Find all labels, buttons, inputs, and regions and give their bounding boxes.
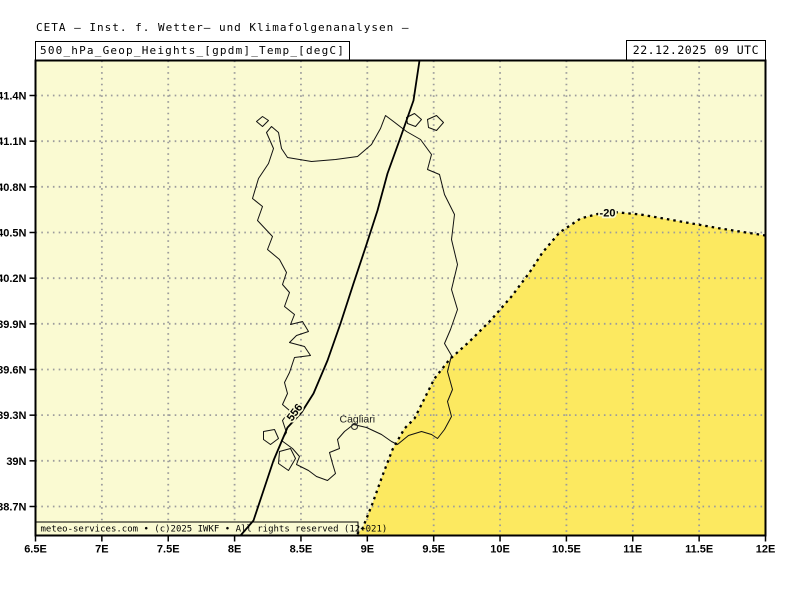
y-axis-tick-label: 40.8N bbox=[0, 182, 27, 194]
y-axis-tick-label: 39N bbox=[6, 456, 26, 468]
y-axis-tick-label: 41.1N bbox=[0, 136, 27, 148]
y-axis-tick-label: 38.7N bbox=[0, 501, 27, 513]
x-axis-tick-label: 11.5E bbox=[685, 544, 713, 556]
x-axis-tick-label: 12E bbox=[756, 544, 776, 556]
x-axis-tick-label: 9.5E bbox=[422, 544, 445, 556]
city-label-cagliari: Cagliari bbox=[340, 414, 376, 426]
y-axis-tick-label: 40.5N bbox=[0, 227, 27, 239]
x-axis-tick-label: 10.5E bbox=[552, 544, 581, 556]
x-axis-tick-label: 7E bbox=[95, 544, 108, 556]
x-axis-tick-label: 7.5E bbox=[157, 544, 180, 556]
credit-box: meteo-services.com • (c)2025 IWKF • All … bbox=[35, 521, 388, 536]
x-axis-tick-label: 6.5E bbox=[24, 544, 47, 556]
coastline bbox=[406, 113, 422, 127]
map-frame bbox=[34, 59, 767, 537]
coastline bbox=[278, 448, 296, 471]
contour-label--20: -20 bbox=[600, 208, 616, 220]
coastline bbox=[427, 115, 444, 131]
coastline bbox=[252, 115, 458, 481]
y-axis-tick-label: 39.9N bbox=[0, 319, 27, 331]
y-axis-tick-label: 40.2N bbox=[0, 273, 27, 285]
temperature-contour-neg20 bbox=[354, 210, 766, 537]
x-axis-tick-label: 9E bbox=[361, 544, 374, 556]
institute-header: CETA – Inst. f. Wetter– und Klimafolgena… bbox=[36, 21, 410, 34]
y-axis-tick-label: 39.6N bbox=[0, 364, 27, 376]
credit-text: meteo-services.com • (c)2025 IWKF • All … bbox=[41, 525, 388, 535]
warm-temperature-region bbox=[355, 211, 766, 536]
coastline bbox=[263, 429, 279, 445]
y-axis-tick-label: 39.3N bbox=[0, 410, 27, 422]
x-axis-tick-label: 11E bbox=[623, 544, 642, 556]
city-marker-cagliari bbox=[350, 422, 359, 431]
geopotential-contour-556 bbox=[239, 60, 421, 537]
coastline bbox=[256, 116, 269, 127]
x-axis-tick-label: 8.5E bbox=[290, 544, 313, 556]
map-base-layer bbox=[35, 60, 766, 536]
x-axis-tick-label: 10E bbox=[490, 544, 510, 556]
y-axis-tick-label: 41.4N bbox=[0, 91, 27, 103]
x-axis-tick-label: 8E bbox=[228, 544, 241, 556]
datetime-box: 22.12.2025 09 UTC bbox=[625, 40, 766, 61]
map-axes-layer: 6.5E 7E 7.5E 8E 8.5E 9E 9.5E 10E 10.5E 11E 11.5E 12… bbox=[0, 91, 775, 556]
